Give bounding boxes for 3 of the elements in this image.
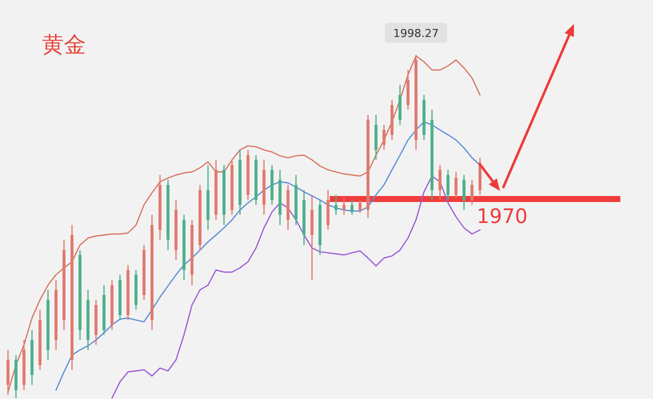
chart-title: 黄金 [42, 33, 86, 58]
annotation: 1970 [476, 204, 528, 228]
annotation: 1998.27 [393, 26, 439, 40]
